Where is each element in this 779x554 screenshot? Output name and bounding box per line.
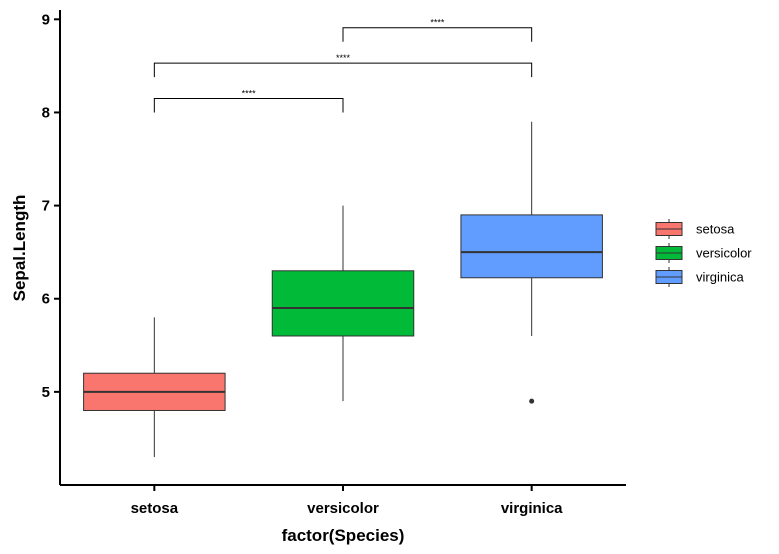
y-axis-title: Sepal.Length: [10, 195, 29, 302]
legend-label: versicolor: [696, 246, 752, 261]
comparison-setosa-virginica: ****: [153, 53, 533, 78]
legend-item-virginica: virginica: [655, 267, 744, 287]
bracket-line: [342, 27, 533, 42]
box-iqr: [271, 270, 415, 337]
significance-brackets: **** **** ****: [153, 18, 533, 113]
comparison-setosa-versicolor: ****: [153, 88, 344, 113]
outlier-point: [529, 398, 535, 404]
significance-label: ****: [242, 88, 257, 98]
legend-label: virginica: [696, 270, 744, 285]
bracket-line: [153, 97, 344, 113]
x-tick-label: virginica: [501, 500, 563, 517]
x-tick-label: setosa: [131, 500, 179, 517]
y-tick-label: 9: [42, 11, 50, 28]
significance-label: ****: [430, 18, 445, 28]
legend: setosa versicolor virginica: [655, 219, 752, 287]
x-axis-title: factor(Species): [282, 526, 405, 545]
box-versicolor: [271, 205, 415, 402]
legend-item-versicolor: versicolor: [655, 243, 752, 263]
y-tick-label: 7: [42, 198, 50, 215]
y-tick-label: 5: [42, 384, 50, 401]
boxes: [83, 121, 603, 458]
x-tick-label: versicolor: [307, 500, 379, 517]
box-virginica: [460, 121, 603, 404]
comparison-versicolor-virginica: ****: [342, 18, 533, 42]
legend-label: setosa: [696, 222, 735, 237]
x-ticks: setosa versicolor virginica: [131, 485, 563, 517]
bracket-line: [153, 62, 533, 78]
box-iqr: [460, 214, 603, 279]
y-tick-label: 8: [42, 104, 50, 121]
y-ticks: 5 6 7 8 9: [42, 11, 60, 401]
significance-label: ****: [336, 53, 351, 63]
legend-item-setosa: setosa: [655, 219, 735, 239]
y-tick-label: 6: [42, 291, 50, 308]
box-setosa: [83, 317, 226, 458]
